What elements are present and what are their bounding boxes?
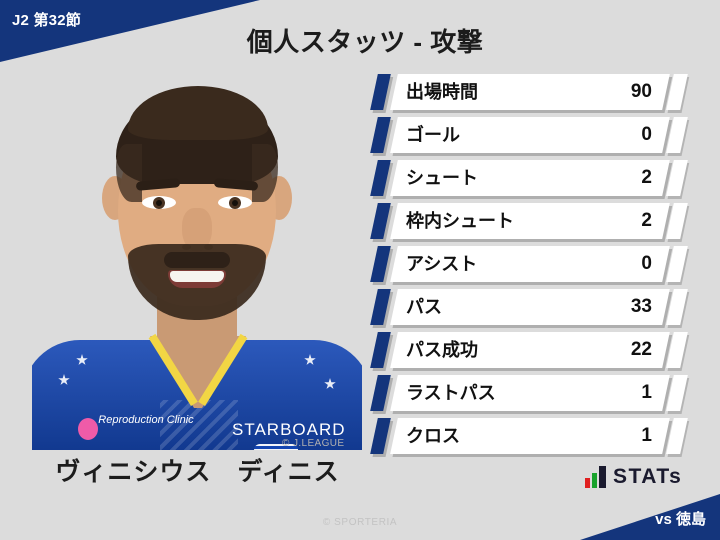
stat-label: ラストパス xyxy=(406,383,496,403)
stat-row: 枠内シュート 2 xyxy=(370,203,692,239)
row-accent-bar xyxy=(370,160,391,196)
row-accent-bar xyxy=(370,332,391,368)
player-portrait-illustration: Reproduction Clinic STARBOARD xyxy=(32,48,362,450)
stat-row: パス成功 22 xyxy=(370,332,692,368)
stat-row: ゴール 0 xyxy=(370,117,692,153)
stat-row: ラストパス 1 xyxy=(370,375,692,411)
photo-credit: © J.LEAGUE xyxy=(282,438,345,449)
stat-label: 出場時間 xyxy=(406,82,478,102)
stat-value: 2 xyxy=(641,167,652,188)
stat-value: 0 xyxy=(641,253,652,274)
row-cap xyxy=(666,332,688,368)
stat-row: 出場時間 90 xyxy=(370,74,692,110)
stat-label: シュート xyxy=(406,168,478,188)
stat-label: ゴール xyxy=(406,125,460,145)
stat-label: 枠内シュート xyxy=(406,211,514,231)
stat-value: 1 xyxy=(641,425,652,446)
stat-label: パス成功 xyxy=(406,340,478,360)
row-cap xyxy=(666,117,688,153)
row-cap xyxy=(666,74,688,110)
row-cap xyxy=(666,375,688,411)
opponent-label: vs 徳島 xyxy=(655,511,706,528)
stat-row: パス 33 xyxy=(370,289,692,325)
competition-label: J2 第32節 xyxy=(12,12,81,29)
row-cap xyxy=(666,418,688,454)
stat-row: クロス 1 xyxy=(370,418,692,454)
row-accent-bar xyxy=(370,289,391,325)
row-accent-bar xyxy=(370,117,391,153)
footer-copyright: © SPORTERIA xyxy=(322,517,398,528)
row-accent-bar xyxy=(370,203,391,239)
row-accent-bar xyxy=(370,74,391,110)
logo-bar-red-icon xyxy=(585,478,590,488)
stat-value: 0 xyxy=(641,124,652,145)
row-accent-bar xyxy=(370,375,391,411)
player-name: ヴィニシウス ディニス xyxy=(55,458,340,486)
club-crest xyxy=(254,444,298,450)
stat-value: 90 xyxy=(630,81,652,102)
stats-list: 出場時間 90 ゴール 0 シュート 2 枠内シュート 2 xyxy=(370,74,692,461)
stat-label: パス xyxy=(406,297,442,317)
stats-logo: STATs xyxy=(585,464,682,488)
sponsor-mark xyxy=(78,418,98,440)
stat-value: 2 xyxy=(641,210,652,231)
stat-value: 33 xyxy=(630,296,652,317)
row-cap xyxy=(666,160,688,196)
logo-bar-navy-icon xyxy=(599,466,606,488)
stat-value: 22 xyxy=(630,339,652,360)
row-accent-bar xyxy=(370,418,391,454)
stat-row: シュート 2 xyxy=(370,160,692,196)
kit-sponsor-front: STARBOARD xyxy=(232,420,346,439)
stat-label: アシスト xyxy=(406,254,478,274)
row-cap xyxy=(666,246,688,282)
row-accent-bar xyxy=(370,246,391,282)
page-title: 個人スタッツ - 攻撃 xyxy=(246,27,484,57)
row-cap xyxy=(666,203,688,239)
stat-row: アシスト 0 xyxy=(370,246,692,282)
stat-label: クロス xyxy=(406,426,460,446)
row-cap xyxy=(666,289,688,325)
kit-sponsor-chest: Reproduction Clinic xyxy=(98,414,194,426)
logo-bar-green-icon xyxy=(592,473,597,488)
stat-value: 1 xyxy=(641,382,652,403)
stats-logo-text: STATs xyxy=(613,465,683,488)
player-photo: Reproduction Clinic STARBOARD xyxy=(32,48,362,450)
